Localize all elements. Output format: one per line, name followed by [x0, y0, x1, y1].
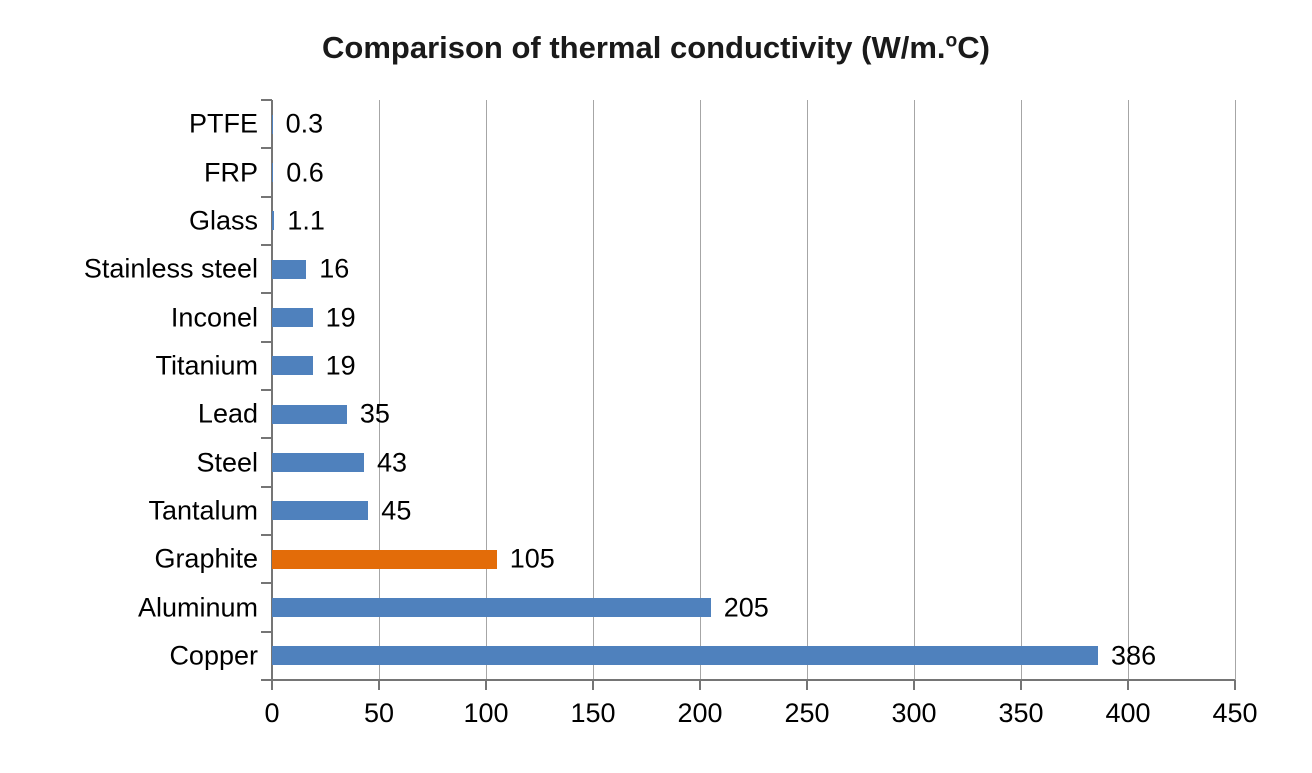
x-axis-line	[261, 679, 1235, 681]
category-label: Glass	[188, 205, 258, 236]
value-label: 35	[359, 398, 390, 429]
bar	[272, 453, 365, 472]
value-label: 0.6	[286, 157, 324, 187]
gridline	[807, 100, 808, 680]
category-label: Stainless steel	[83, 253, 258, 284]
bar	[272, 646, 1099, 666]
x-tick-label: 450	[1212, 698, 1258, 728]
bar	[272, 114, 273, 134]
x-tick-label: 100	[463, 698, 509, 728]
value-label: 0.3	[285, 108, 324, 139]
x-tick-label: 200	[677, 698, 723, 728]
gridline	[379, 100, 380, 680]
chart-title-superscript: o	[945, 30, 958, 52]
value-label: 45	[381, 495, 412, 526]
bar	[272, 356, 313, 376]
value-label: 19	[325, 302, 356, 332]
y-axis-tick	[261, 340, 272, 343]
x-axis-tick	[1234, 680, 1236, 690]
x-tick-label: 300	[891, 698, 937, 728]
x-tick-label: 400	[1105, 698, 1151, 728]
y-axis-tick	[261, 147, 272, 150]
y-axis-line	[271, 100, 273, 690]
bar	[272, 163, 274, 182]
value-label: 205	[723, 592, 769, 622]
bar	[272, 259, 307, 279]
value-label: 16	[319, 253, 350, 284]
gridline	[1021, 100, 1022, 680]
x-axis-tick	[1127, 680, 1129, 690]
y-axis-tick	[261, 485, 272, 488]
category-label: PTFE	[188, 108, 258, 139]
category-label: Tantalum	[148, 495, 258, 526]
gridline	[913, 100, 915, 680]
y-axis-tick	[261, 195, 272, 198]
y-axis-tick	[261, 292, 272, 295]
plot-area: 0 50 100 150 200 250 300 350 400 450 PTFE 0.3 FRP 0.6…	[84, 99, 1258, 727]
gridline	[592, 100, 594, 680]
y-axis-tick	[261, 99, 272, 101]
gridline	[1128, 100, 1129, 680]
category-label: Graphite	[154, 543, 258, 574]
category-label: Inconel	[170, 302, 258, 332]
x-axis-tick	[912, 680, 915, 690]
y-axis-tick	[261, 582, 272, 585]
category-label: FRP	[204, 157, 258, 187]
value-label: 105	[509, 543, 555, 574]
y-axis-tick	[261, 437, 272, 440]
value-label: 386	[1111, 640, 1157, 671]
x-tick-label: 50	[363, 698, 395, 728]
category-label: Aluminum	[137, 592, 258, 622]
chart-title-prefix: Comparison of thermal conductivity (W/m.	[322, 30, 946, 65]
bar	[272, 211, 275, 231]
x-axis-tick	[806, 680, 808, 690]
bar	[272, 404, 347, 424]
gridline	[700, 100, 701, 680]
category-label: Steel	[196, 447, 258, 477]
x-tick-label: 150	[570, 698, 616, 728]
x-tick-label: 0	[264, 698, 280, 728]
category-label: Titanium	[155, 350, 258, 381]
y-axis-tick	[261, 534, 272, 536]
value-label: 43	[377, 447, 408, 477]
x-tick-label: 250	[784, 698, 830, 728]
bar	[272, 501, 369, 521]
value-label: 19	[325, 350, 356, 381]
category-label: Copper	[169, 640, 258, 671]
value-label: 1.1	[287, 205, 325, 236]
gridline	[486, 100, 487, 680]
chart-title: Comparison of thermal conductivity (W/m.…	[0, 30, 1312, 66]
bar	[272, 598, 711, 617]
x-axis-tick	[485, 680, 487, 690]
chart-title-suffix: C)	[957, 30, 990, 65]
y-axis-tick	[261, 244, 272, 246]
x-axis-tick	[1020, 680, 1022, 690]
bar	[272, 549, 497, 569]
gridline	[1235, 100, 1236, 680]
bar	[272, 308, 313, 327]
y-axis-tick	[261, 630, 272, 633]
x-tick-label: 350	[998, 698, 1044, 728]
x-axis-tick	[378, 680, 380, 690]
x-axis-tick	[699, 680, 701, 690]
x-axis-tick	[591, 680, 594, 690]
y-axis-tick	[261, 389, 272, 391]
category-label: Lead	[197, 398, 258, 429]
